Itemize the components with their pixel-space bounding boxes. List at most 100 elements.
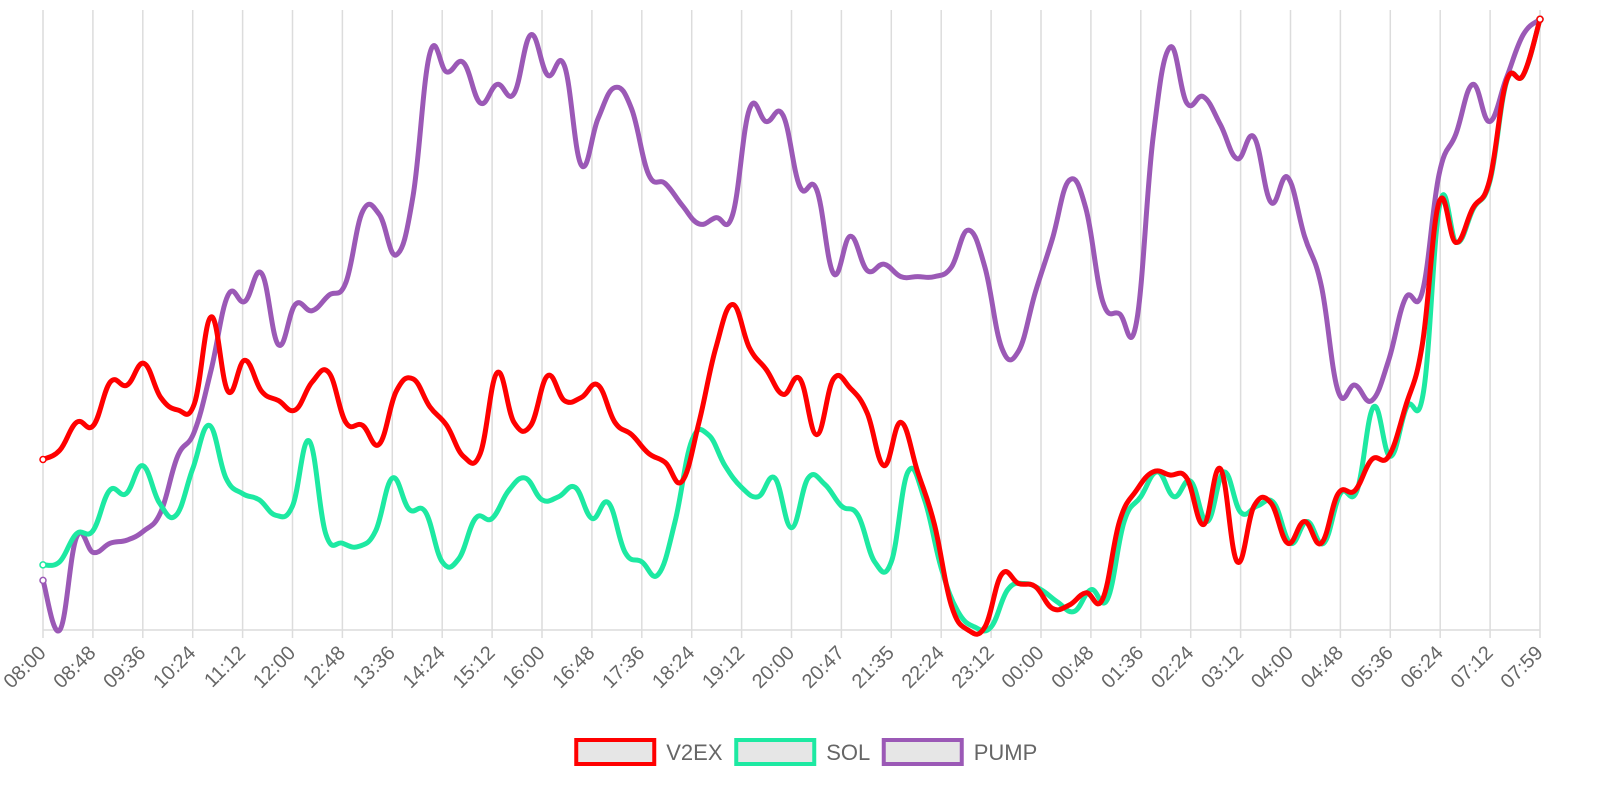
- data-point-pump: [57, 628, 62, 632]
- data-point-v2ex: [192, 401, 197, 406]
- data-point-sol: [1072, 609, 1077, 614]
- data-point-sol: [1105, 597, 1110, 601]
- data-point-pump: [175, 454, 180, 459]
- data-point-v2ex: [680, 479, 685, 484]
- data-point-sol: [756, 494, 761, 499]
- data-point-v2ex: [1083, 590, 1088, 595]
- data-point-v2ex: [1386, 454, 1391, 459]
- data-point-v2ex: [1117, 519, 1122, 524]
- data-point-v2ex: [125, 383, 130, 388]
- data-point-pump: [1453, 132, 1458, 136]
- data-point-sol: [1122, 519, 1127, 524]
- x-tick-label: 04:00: [1247, 642, 1298, 693]
- data-point-sol: [739, 485, 744, 490]
- data-point-sol: [540, 497, 544, 502]
- data-point-v2ex: [932, 522, 937, 527]
- x-tick-label: 03:12: [1197, 642, 1248, 693]
- data-point-v2ex: [1302, 519, 1307, 524]
- data-point-v2ex: [1369, 457, 1374, 462]
- data-point-sol: [190, 466, 195, 471]
- data-point-pump: [1386, 358, 1391, 363]
- data-point-pump: [696, 221, 701, 226]
- data-point-pump: [1117, 311, 1122, 316]
- legend-item-v2ex[interactable]: V2EX: [574, 738, 723, 766]
- data-point-sol: [822, 482, 827, 487]
- x-tick-label: 07:12: [1447, 642, 1498, 693]
- data-point-pump: [276, 342, 281, 347]
- x-tick-label: 14:24: [399, 642, 450, 693]
- data-point-v2ex: [1033, 584, 1038, 589]
- data-point-v2ex: [1050, 606, 1055, 611]
- data-point-pump: [293, 302, 298, 307]
- data-point-v2ex: [966, 628, 971, 632]
- data-point-pump: [259, 271, 264, 276]
- x-tick-label: 21:35: [848, 642, 899, 693]
- data-point-sol: [1172, 494, 1177, 499]
- data-point-sol: [90, 528, 95, 533]
- data-point-pump: [1016, 349, 1021, 353]
- data-point-pump: [713, 215, 718, 220]
- data-point-pump: [326, 293, 331, 298]
- data-point-v2ex: [141, 361, 146, 366]
- data-point-v2ex: [1453, 240, 1458, 245]
- data-point-v2ex: [865, 411, 870, 415]
- x-tick-label: 18:24: [648, 642, 699, 693]
- data-point-pump: [1050, 237, 1055, 242]
- data-point-v2ex: [444, 423, 449, 428]
- data-point-pump: [764, 119, 769, 124]
- data-point-pump: [629, 107, 634, 112]
- data-point-sol: [606, 500, 611, 505]
- data-point-pump: [730, 212, 735, 217]
- data-point-pump: [831, 271, 836, 276]
- legend-item-pump[interactable]: PUMP: [881, 738, 1038, 766]
- data-point-pump: [1067, 178, 1072, 183]
- data-point-sol: [340, 541, 345, 546]
- x-tick-label: 11:12: [200, 642, 250, 692]
- x-tick-label: 02:24: [1147, 642, 1198, 693]
- data-point-v2ex: [764, 367, 769, 372]
- data-point-sol: [39, 561, 47, 569]
- data-point-sol: [806, 476, 811, 481]
- data-point-pump: [1134, 321, 1139, 326]
- data-point-sol: [789, 525, 794, 530]
- x-tick-label: 05:36: [1347, 642, 1398, 693]
- data-point-v2ex: [1218, 466, 1223, 471]
- data-point-sol: [623, 550, 628, 555]
- data-point-v2ex: [276, 398, 281, 403]
- data-point-pump: [394, 252, 399, 257]
- data-point-v2ex: [1336, 491, 1341, 496]
- data-point-pump: [545, 73, 550, 78]
- data-point-v2ex: [1319, 541, 1324, 546]
- x-tick-label: 00:48: [1047, 642, 1098, 693]
- data-point-pump: [1420, 290, 1425, 295]
- legend-item-sol[interactable]: SOL: [734, 738, 870, 766]
- data-point-sol: [1371, 404, 1376, 409]
- data-point-pump: [612, 85, 617, 90]
- data-point-v2ex: [1403, 404, 1408, 409]
- data-point-sol: [872, 559, 877, 564]
- data-point-v2ex: [1285, 541, 1290, 546]
- data-point-v2ex: [478, 451, 483, 456]
- data-point-pump: [1470, 82, 1475, 87]
- data-point-sol: [440, 559, 445, 564]
- data-point-v2ex: [394, 389, 399, 394]
- data-point-v2ex: [781, 392, 786, 397]
- data-point-v2ex: [1167, 473, 1172, 477]
- data-point-sol: [1088, 587, 1093, 592]
- data-point-pump: [848, 234, 853, 239]
- data-point-v2ex: [831, 376, 836, 381]
- data-point-v2ex: [1504, 79, 1509, 84]
- x-tick-label: 08:00: [0, 642, 51, 693]
- data-point-v2ex: [1252, 504, 1257, 508]
- data-point-sol: [107, 488, 112, 493]
- data-point-sol: [423, 510, 428, 515]
- data-point-pump: [427, 51, 432, 56]
- data-point-sol: [1055, 600, 1060, 605]
- data-point-v2ex: [326, 370, 331, 375]
- data-point-pump: [797, 184, 802, 189]
- data-point-pump: [982, 265, 987, 270]
- series-lines: [39, 15, 1544, 637]
- legend-label-sol: SOL: [826, 740, 870, 765]
- data-point-sol: [1005, 587, 1010, 592]
